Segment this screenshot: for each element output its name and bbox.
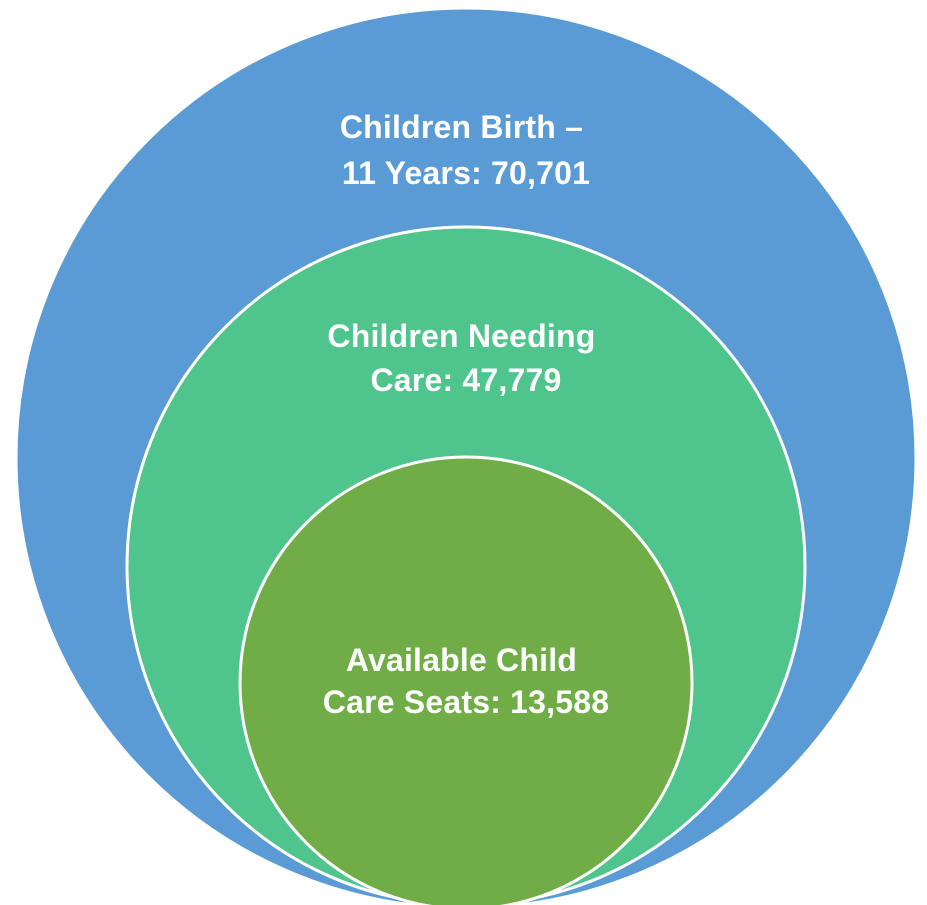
circle-outer-label-line-1: Children Birth – [340,109,583,145]
circle-inner-label-line-2: Care Seats: 13,588 [323,684,609,720]
circle-middle-label-line-1: Children Needing [327,318,595,354]
circle-inner-label-line-1: Available Child [346,642,577,678]
circle-outer-label-line-2: 11 Years: 70,701 [342,155,590,191]
circle-group-inner: Available Child Care Seats: 13,588 [238,455,694,905]
circle-outer-label: Children Birth – 11 Years: 70,701 [340,109,592,191]
circle-middle-label-line-2: Care: 47,779 [371,362,562,398]
circle-middle-label: Children Needing Care: 47,779 [327,318,604,398]
circle-inner-label: Available Child Care Seats: 13,588 [323,642,609,720]
circle-inner [238,455,694,905]
